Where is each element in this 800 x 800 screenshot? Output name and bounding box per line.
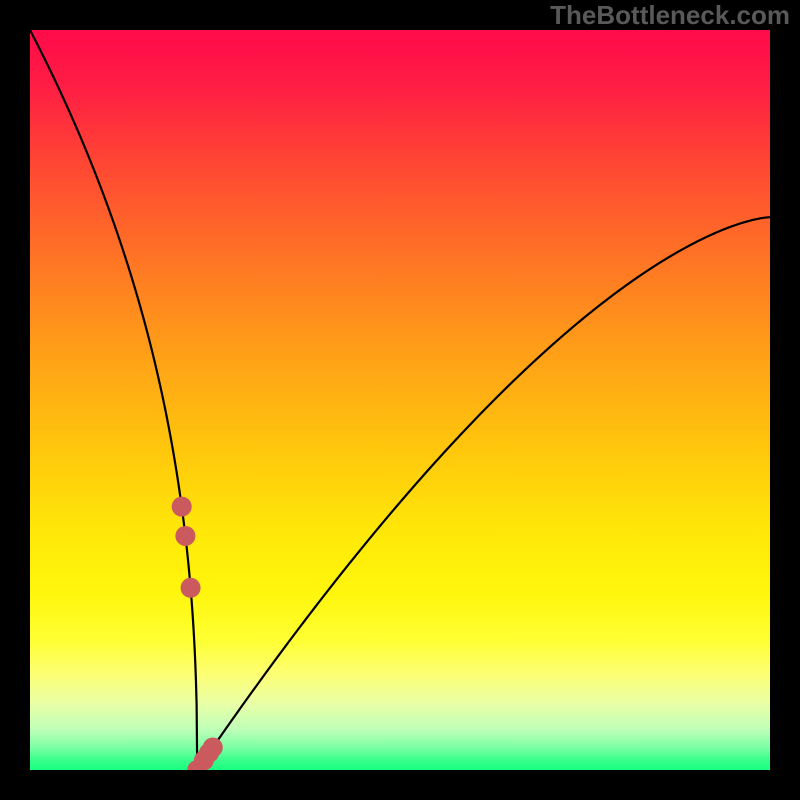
bottleneck-curve <box>30 30 770 770</box>
curve-svg <box>30 30 770 770</box>
plot-area <box>30 30 770 770</box>
marker-dot <box>181 578 201 598</box>
marker-dot <box>172 497 192 517</box>
chart-container: TheBottleneck.com <box>0 0 800 800</box>
marker-dot <box>175 526 195 546</box>
watermark-text: TheBottleneck.com <box>550 0 790 31</box>
marker-dot <box>203 737 223 757</box>
